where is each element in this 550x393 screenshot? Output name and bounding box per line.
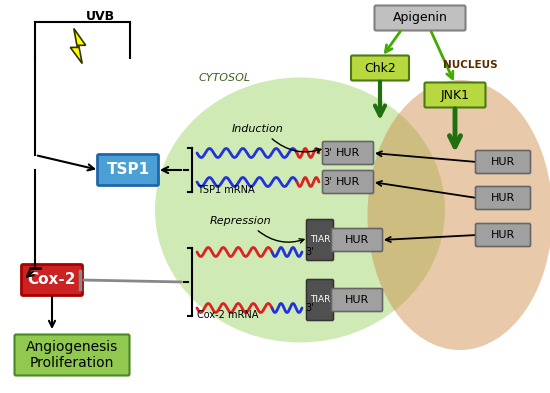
- Text: Cox-2: Cox-2: [28, 272, 76, 288]
- FancyBboxPatch shape: [476, 151, 531, 173]
- Text: JNK1: JNK1: [441, 88, 470, 101]
- Text: 3': 3': [323, 148, 332, 158]
- FancyArrowPatch shape: [258, 231, 304, 243]
- FancyBboxPatch shape: [306, 220, 333, 261]
- Text: TSP1 mRNA: TSP1 mRNA: [197, 185, 255, 195]
- Text: TSP1: TSP1: [107, 162, 150, 178]
- Text: 3': 3': [305, 247, 313, 257]
- FancyArrowPatch shape: [449, 109, 460, 147]
- Text: Induction: Induction: [232, 124, 284, 134]
- Text: UVB: UVB: [85, 10, 114, 23]
- Text: CYTOSOL: CYTOSOL: [199, 73, 251, 83]
- Text: Repression: Repression: [210, 216, 272, 226]
- Text: HUR: HUR: [345, 295, 369, 305]
- FancyArrowPatch shape: [386, 235, 474, 242]
- FancyBboxPatch shape: [21, 264, 82, 296]
- FancyBboxPatch shape: [322, 141, 373, 165]
- Text: Cox-2 mRNA: Cox-2 mRNA: [197, 310, 258, 320]
- Ellipse shape: [155, 77, 445, 343]
- FancyBboxPatch shape: [476, 187, 531, 209]
- FancyArrowPatch shape: [272, 139, 321, 153]
- FancyArrowPatch shape: [162, 167, 181, 173]
- Text: 3': 3': [305, 303, 313, 313]
- FancyBboxPatch shape: [476, 224, 531, 246]
- Text: NUCLEUS: NUCLEUS: [443, 60, 497, 70]
- FancyBboxPatch shape: [14, 334, 129, 375]
- FancyArrowPatch shape: [431, 31, 453, 79]
- Text: HUR: HUR: [491, 157, 515, 167]
- FancyArrowPatch shape: [38, 156, 94, 171]
- FancyBboxPatch shape: [332, 288, 382, 312]
- Text: TIAR: TIAR: [310, 296, 330, 305]
- FancyArrowPatch shape: [377, 151, 474, 162]
- FancyBboxPatch shape: [425, 83, 486, 108]
- FancyArrowPatch shape: [375, 82, 385, 116]
- FancyBboxPatch shape: [332, 228, 382, 252]
- Text: Angiogenesis
Proliferation: Angiogenesis Proliferation: [26, 340, 118, 370]
- Text: HUR: HUR: [491, 230, 515, 240]
- Text: Apigenin: Apigenin: [393, 11, 448, 24]
- Text: Chk2: Chk2: [364, 61, 396, 75]
- FancyBboxPatch shape: [375, 6, 465, 31]
- Text: HUR: HUR: [491, 193, 515, 203]
- FancyArrowPatch shape: [49, 297, 55, 327]
- Text: HUR: HUR: [336, 148, 360, 158]
- Polygon shape: [70, 29, 86, 64]
- Text: 3': 3': [323, 177, 332, 187]
- FancyBboxPatch shape: [97, 154, 158, 185]
- FancyArrowPatch shape: [377, 181, 474, 198]
- Text: TIAR: TIAR: [310, 235, 330, 244]
- FancyArrowPatch shape: [386, 31, 400, 52]
- FancyBboxPatch shape: [351, 55, 409, 81]
- FancyBboxPatch shape: [306, 279, 333, 321]
- Text: HUR: HUR: [336, 177, 360, 187]
- FancyBboxPatch shape: [322, 171, 373, 193]
- FancyArrowPatch shape: [27, 270, 34, 277]
- Text: HUR: HUR: [345, 235, 369, 245]
- Ellipse shape: [367, 80, 550, 350]
